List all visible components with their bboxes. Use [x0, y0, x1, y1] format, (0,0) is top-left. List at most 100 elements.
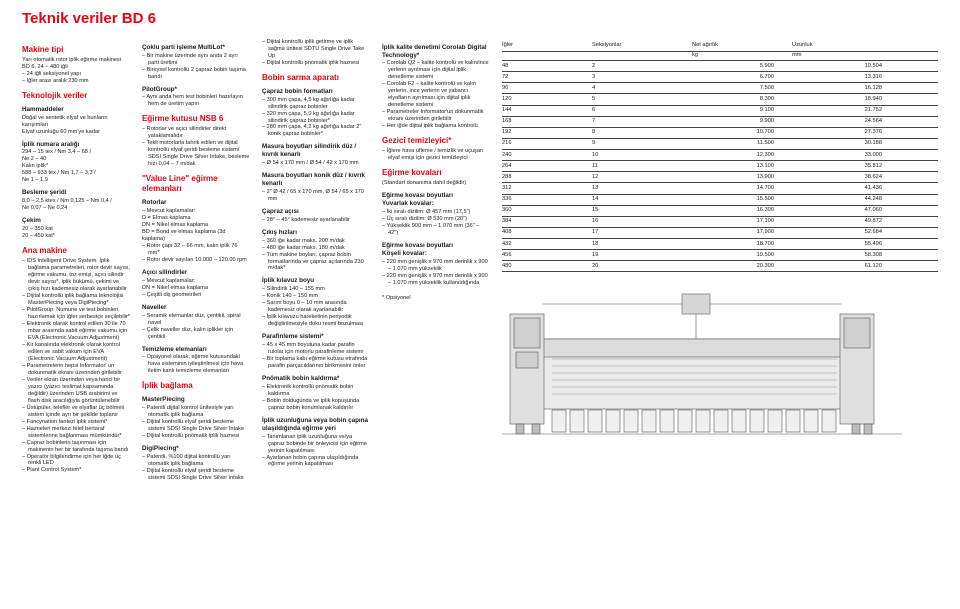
table-cell: 456	[502, 252, 592, 259]
table-cell: 9	[592, 140, 692, 147]
li: Ayarlanan bobin çapına ulaşıldığında eği…	[262, 455, 370, 469]
list: Bir makine üzerinde aynı anda 2 ayrı par…	[142, 53, 250, 81]
table-row: 3601516.30047.060	[502, 206, 938, 217]
table-cell: 13	[592, 185, 692, 192]
table-cell: 15	[592, 207, 692, 214]
li: Dijital kontrollü elyaf şeridi besleme s…	[142, 468, 250, 482]
table-cell: 192	[502, 129, 592, 136]
table-cell: 44.248	[792, 196, 892, 203]
table-cell: 288	[502, 174, 592, 181]
table-cell: 18	[592, 241, 692, 248]
li: Rotor devir sayıları 10.000 – 120.00 rpm	[142, 257, 250, 264]
li: DN = Nikel elmas kaplama	[142, 222, 250, 229]
table-cell: 38.624	[792, 174, 892, 181]
subhead: İplik kılavuz boyu	[262, 277, 370, 285]
table-cell: 408	[502, 229, 592, 236]
table-cell: 9.900	[692, 118, 792, 125]
table-cell: 14.700	[692, 185, 792, 192]
table-cell: 15.500	[692, 196, 792, 203]
table-row: 12058.30018.940	[502, 94, 938, 105]
subhead: Çapraz açısı	[262, 208, 370, 216]
table-row: 16879.90024.564	[502, 117, 938, 128]
th-igler: İğler	[502, 42, 592, 49]
list: 45 x 45 mm boyutuna kadar parafin rulola…	[262, 342, 370, 370]
list: Elektronik kontrollü pnömatik bobin kald…	[262, 384, 370, 412]
right-panel: İğler Seksiyonlar Net ağırlık Uzunluk kg…	[502, 39, 938, 482]
unit	[502, 52, 592, 59]
table-cell: 14	[592, 196, 692, 203]
li: Patentli, %100 dijital kontrollü yarı ot…	[142, 454, 250, 468]
li: Her iğde dijital iplik bağlama kontrolü	[382, 123, 490, 130]
subhead: Masura boyutları silindirik düz / kıvrık…	[262, 143, 370, 159]
table-row: 4321818.70055.496	[502, 239, 938, 250]
li: 220 mm genişlik x 970 mm derinlik x 900 …	[382, 259, 490, 273]
li: Operatör bilgilendirme için her iğde üç …	[22, 454, 130, 468]
schematic-svg	[502, 284, 902, 454]
table-units: kg mm	[502, 52, 938, 61]
text: (Standart donanıma dahil değildir)	[382, 180, 490, 187]
li: Dijital kontrollü iplik bağlama teknoloj…	[22, 293, 130, 307]
list: Rotorlar ve açıcı silindirler direkt yat…	[142, 126, 250, 168]
table-cell: 27.376	[792, 129, 892, 136]
list: Silindirik 140 – 155 mm Konik 140 – 150 …	[262, 286, 370, 328]
table-cell: 5.900	[692, 63, 792, 70]
table-row: 4081717.90052.684	[502, 228, 938, 239]
th-seksiyonlar: Seksiyonlar	[592, 42, 692, 49]
li: Aynı anda hem test bobinleri hazırlayın …	[142, 94, 250, 108]
table-cell: 16	[592, 218, 692, 225]
list: 28° – 45° kademesiz ayarlanabilir	[262, 217, 370, 224]
li: Mevcut kaplamalar:	[142, 278, 250, 285]
table-cell: 13.316	[792, 74, 892, 81]
table-cell: 30.188	[792, 140, 892, 147]
table-cell: 7.500	[692, 85, 792, 92]
li: İki sıralı dizilim: Ø 457 mm (17,5")	[382, 209, 490, 216]
li: Mevcut kaplamalar:	[142, 208, 250, 215]
li: Rotor çapı 32 – 66 mm, kalın iplik 76 mm…	[142, 243, 250, 257]
table-row: 2641113.10035.812	[502, 161, 938, 172]
li: İplik kılavuzu hareketinin periyodik değ…	[262, 314, 370, 328]
li: Konik 140 – 150 mm	[262, 293, 370, 300]
text: 294 – 15 tex / Nm 3,4 – 68 / Ne 2 – 40 K…	[22, 149, 130, 184]
table-row: 14469.10021.752	[502, 106, 938, 117]
table-cell: 312	[502, 185, 592, 192]
table-cell: 120	[502, 96, 592, 103]
li: Corolab F2 – kalite kontrolü ve kalın ye…	[382, 81, 490, 109]
li: Corolab Q2 – kalite kontrolü ve kalın/in…	[382, 60, 490, 81]
heading-gezici: Gezici temizleyici*	[382, 136, 490, 146]
subhead: Açıcı silindirler	[142, 269, 250, 277]
table-cell: 7	[592, 118, 692, 125]
machine-schematic	[502, 284, 902, 454]
subhead-hammaddeler: Hammaddeler	[22, 106, 130, 114]
subhead: Çoklu parti işleme MultiLot*	[142, 44, 250, 52]
text: 20 – 350 kat 20 – 450 kat*	[22, 226, 130, 240]
li: Ø 54 x 170 mm / Ø 54 / 42 x 170 mm	[262, 160, 370, 167]
list: 220 mm genişlik x 970 mm derinlik x 900 …	[382, 259, 490, 287]
list: Seramik elemanlar düz, çentikli, spiral …	[142, 313, 250, 341]
li: D = Elmas kaplama	[142, 215, 250, 222]
li: 480 iğe kadar maks. 180 m/dak	[262, 245, 370, 252]
li: Parametrelerin hepsi Informator' un doku…	[22, 363, 130, 377]
footnote: * Opsiyonel	[382, 295, 490, 302]
subhead: Eğirme kovası boyutları Yuvarlak kovalar…	[382, 192, 490, 208]
subhead: Çıkış hızları	[262, 229, 370, 237]
subhead-besleme: Besleme şeridi	[22, 189, 130, 197]
list: 300 mm çapa, 4,5 kg ağırlığa kadar silin…	[262, 97, 370, 139]
table-row: 192810.70027.376	[502, 128, 938, 139]
li: 220 mm genişlik x 970 mm derinlik x 900 …	[382, 273, 490, 287]
table-cell: 384	[502, 218, 592, 225]
subhead: İplik kalite denetimi Corolab Digital Te…	[382, 44, 490, 60]
table-cell: 19.500	[692, 252, 792, 259]
subhead-cekim: Çekim	[22, 217, 130, 225]
li: Hazneleri merkezi telef bertaraf sisteml…	[22, 426, 130, 440]
list: IDS Intelligent Drive System. İplik bağl…	[22, 258, 130, 475]
table-cell: 24.564	[792, 118, 892, 125]
table-cell: 264	[502, 163, 592, 170]
table-cell: 12	[592, 174, 692, 181]
li: Tüm makine boyları, çapraz bobin formatl…	[262, 252, 370, 273]
li: 24 iğli seksiyonel yapı	[22, 71, 130, 78]
text: Doğal ve sentetik elyaf ve bunların karı…	[22, 115, 130, 136]
list: Mevcut kaplamalar: DN = Nikel elmas kapl…	[142, 278, 250, 299]
table-cell: 8	[592, 129, 692, 136]
list: Ø 54 x 170 mm / Ø 54 / 42 x 170 mm	[262, 160, 370, 167]
table-cell: 10	[592, 152, 692, 159]
